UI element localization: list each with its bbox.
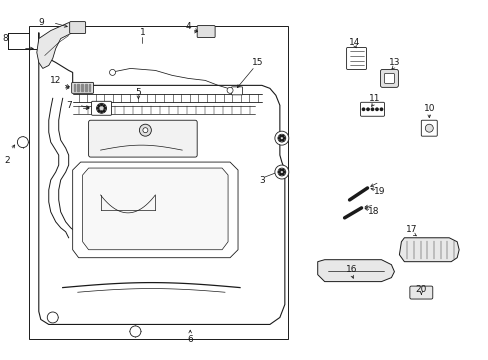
Text: 2: 2 [4, 156, 10, 165]
Circle shape [103, 105, 104, 107]
Text: 14: 14 [348, 38, 360, 47]
Circle shape [98, 110, 100, 112]
FancyBboxPatch shape [380, 69, 398, 87]
Polygon shape [39, 32, 285, 324]
Circle shape [278, 171, 280, 173]
Text: 16: 16 [345, 265, 357, 274]
Circle shape [362, 108, 364, 111]
Polygon shape [37, 23, 76, 68]
Text: 11: 11 [368, 94, 380, 103]
Text: 18: 18 [367, 207, 379, 216]
FancyBboxPatch shape [231, 87, 242, 95]
Circle shape [226, 87, 233, 93]
Circle shape [139, 124, 151, 136]
Circle shape [97, 108, 99, 109]
Polygon shape [73, 162, 238, 258]
Polygon shape [317, 260, 394, 282]
Circle shape [366, 108, 368, 111]
Circle shape [279, 135, 281, 137]
Bar [77, 84, 79, 91]
FancyBboxPatch shape [346, 48, 366, 69]
Circle shape [279, 174, 281, 175]
Circle shape [96, 103, 106, 113]
FancyBboxPatch shape [197, 26, 215, 37]
FancyBboxPatch shape [384, 73, 394, 84]
Circle shape [101, 111, 102, 113]
Polygon shape [399, 238, 458, 262]
Text: 12: 12 [50, 76, 61, 85]
Circle shape [277, 168, 285, 176]
Circle shape [278, 138, 280, 139]
Circle shape [18, 137, 28, 148]
Circle shape [370, 108, 373, 111]
FancyBboxPatch shape [72, 82, 93, 93]
Text: 9: 9 [38, 18, 43, 27]
Text: 6: 6 [187, 335, 193, 344]
Text: 10: 10 [423, 104, 434, 113]
FancyBboxPatch shape [409, 286, 432, 299]
FancyBboxPatch shape [88, 120, 197, 157]
Circle shape [380, 108, 382, 111]
Circle shape [103, 110, 104, 112]
FancyBboxPatch shape [69, 22, 85, 33]
Text: 20: 20 [415, 285, 426, 294]
Circle shape [47, 312, 58, 323]
Text: 3: 3 [259, 176, 264, 185]
Circle shape [274, 165, 288, 179]
Circle shape [279, 169, 281, 171]
Text: 5: 5 [135, 88, 141, 97]
Circle shape [283, 171, 285, 173]
Text: 13: 13 [388, 58, 399, 67]
Circle shape [274, 131, 288, 145]
Text: 8: 8 [2, 34, 8, 43]
Bar [81, 84, 83, 91]
Circle shape [109, 69, 115, 75]
Text: 1: 1 [139, 28, 145, 37]
Circle shape [142, 128, 147, 133]
Circle shape [282, 174, 284, 175]
Polygon shape [82, 168, 227, 250]
Circle shape [425, 124, 432, 132]
Text: 15: 15 [252, 58, 263, 67]
Text: 17: 17 [405, 225, 416, 234]
Circle shape [282, 169, 284, 171]
Circle shape [277, 134, 285, 142]
FancyBboxPatch shape [360, 102, 384, 116]
Circle shape [283, 138, 285, 139]
Circle shape [282, 135, 284, 137]
Bar [88, 84, 90, 91]
Circle shape [101, 104, 102, 105]
Circle shape [130, 326, 141, 337]
FancyBboxPatch shape [91, 101, 111, 115]
Circle shape [282, 140, 284, 141]
Circle shape [375, 108, 377, 111]
Circle shape [279, 140, 281, 141]
Bar [85, 84, 86, 91]
Text: 19: 19 [373, 188, 385, 197]
Text: 7: 7 [66, 101, 71, 110]
Bar [29, 26, 287, 339]
Text: 4: 4 [185, 22, 191, 31]
Bar [74, 84, 75, 91]
FancyBboxPatch shape [421, 120, 436, 136]
Circle shape [104, 108, 105, 109]
Circle shape [98, 105, 100, 107]
